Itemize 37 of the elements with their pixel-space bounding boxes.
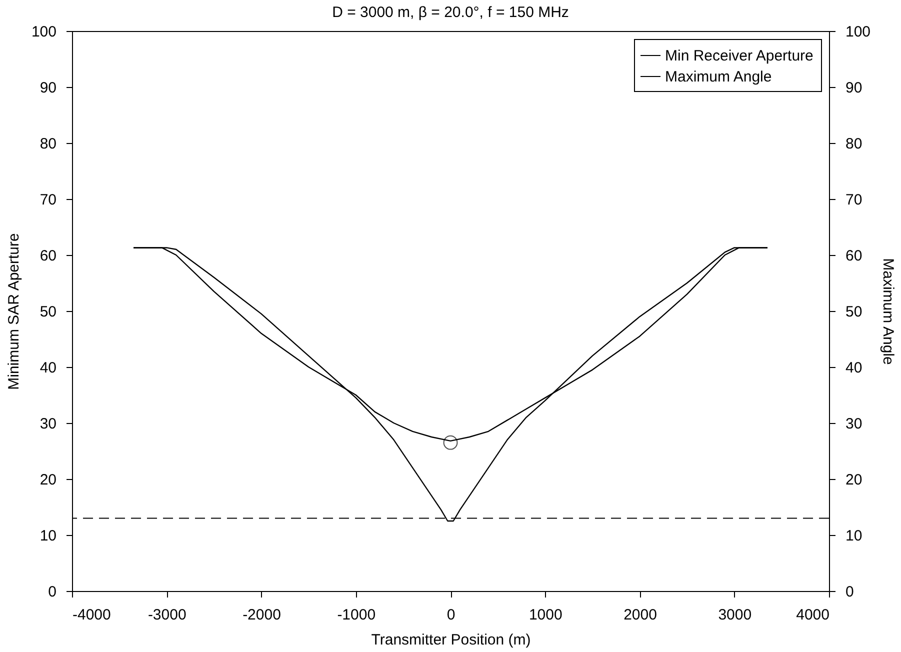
x-tick-label: 1000 <box>528 606 562 624</box>
x-tick-label: -1000 <box>337 606 376 624</box>
legend-label: Min Receiver Aperture <box>665 48 814 64</box>
y-tick-label: 100 <box>31 24 56 40</box>
chart-title: D = 3000 m, β = 20.0°, f = 150 MHz <box>332 4 569 21</box>
legend-label: Maximum Angle <box>665 68 772 86</box>
y-tick-label: 90 <box>40 80 56 96</box>
y-axis-title: Minimum SAR Aperture <box>5 233 22 390</box>
y2-tick-label: 80 <box>846 136 862 152</box>
y2-tick-label: 10 <box>846 528 862 544</box>
y2-tick-label: 0 <box>846 584 854 600</box>
x-tick-label: -3000 <box>148 606 186 624</box>
y2-tick-label: 90 <box>846 80 862 96</box>
x-tick-label: -2000 <box>242 606 281 624</box>
y2-tick-label: 70 <box>846 192 862 208</box>
x-tick-label: 4000 <box>796 606 830 624</box>
y-tick-label: 20 <box>40 472 56 488</box>
x-tick-label: 2000 <box>624 606 657 624</box>
y-tick-label: 50 <box>40 304 56 320</box>
x-tick-label: 0 <box>446 606 456 624</box>
y-tick-label: 10 <box>40 528 56 544</box>
y-tick-label: 40 <box>40 360 56 376</box>
y2-tick-label: 100 <box>846 24 871 40</box>
y2-axis-title: Maximum Angle <box>880 258 897 365</box>
y2-tick-label: 20 <box>846 472 862 488</box>
y-tick-label: 0 <box>48 584 56 600</box>
y2-tick-label: 30 <box>846 416 862 432</box>
x-tick-label: -4000 <box>72 606 111 624</box>
y-tick-label: 80 <box>40 136 56 152</box>
y-tick-label: 30 <box>40 416 56 432</box>
x-tick-label: 3000 <box>718 606 752 624</box>
y2-tick-label: 50 <box>846 304 862 320</box>
y-tick-label: 60 <box>40 248 56 264</box>
y-tick-label: 70 <box>40 192 56 208</box>
y2-tick-label: 40 <box>846 360 862 376</box>
x-axis-title: Transmitter Position (m) <box>371 632 531 648</box>
y2-tick-label: 60 <box>846 248 862 264</box>
